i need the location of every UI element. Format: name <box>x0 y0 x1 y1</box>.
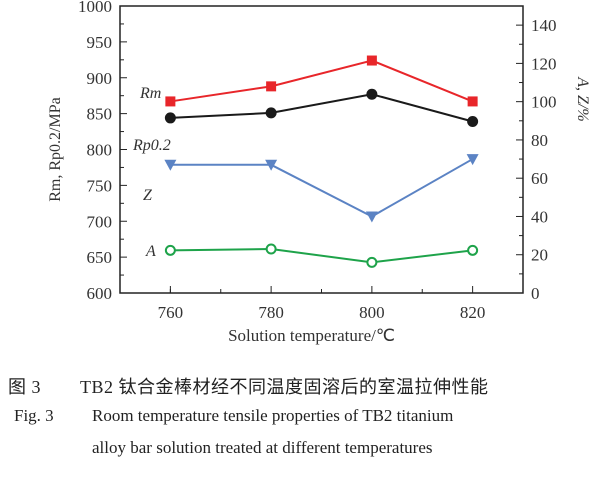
marker-circle <box>467 116 479 128</box>
marker-open-circle <box>467 244 479 256</box>
left-tick-label: 700 <box>87 212 113 231</box>
caption-english-line2: alloy bar solution treated at different … <box>92 438 433 457</box>
marker-square <box>165 96 176 107</box>
chart: 600 650 700 750 800 850 900 950 1000 0 20 40 60 80 100… <box>47 0 591 345</box>
marker-open-circle <box>366 256 378 268</box>
marker-triangle <box>365 211 378 223</box>
marker-triangle <box>265 159 278 171</box>
series-label-Z: Z <box>143 187 153 204</box>
caption-en-number: Fig. 3 <box>14 406 54 425</box>
right-tick-label: 140 <box>531 16 557 35</box>
left-tick-label: 800 <box>87 141 113 160</box>
series-line-Z <box>170 158 474 218</box>
left-tick-label: 900 <box>87 69 113 88</box>
x-axis-label: Solution temperature/℃ <box>228 326 395 345</box>
marker-open-circle <box>164 244 176 256</box>
left-tick-label: 850 <box>87 105 113 124</box>
right-tick-label: 120 <box>531 54 557 73</box>
series-line-A <box>170 247 473 264</box>
right-tick-label: 60 <box>531 169 548 188</box>
series-label-Rp0.2: Rp0.2 <box>132 137 171 154</box>
caption-chinese: 图 3 TB2 钛合金棒材经不同温度固溶后的室温拉伸性能 <box>8 373 603 399</box>
left-tick-label: 650 <box>87 248 113 267</box>
series-line-Rp0.2 <box>170 93 473 123</box>
marker-open-circle <box>265 243 277 255</box>
right-tick-label: 0 <box>531 284 540 303</box>
left-tick-label: 600 <box>87 284 113 303</box>
marker-circle <box>164 112 176 124</box>
left-axis-label: Rm, Rp0.2/MPa <box>47 97 64 201</box>
caption-en-line1: Room temperature tensile properties of T… <box>92 406 454 425</box>
caption-cn-number: 图 3 <box>8 377 41 397</box>
left-tick-label: 750 <box>87 176 113 195</box>
right-tick-label: 100 <box>531 93 557 112</box>
marker-square <box>266 81 277 92</box>
marker-circle <box>265 107 277 119</box>
x-tick-label: 760 <box>158 303 184 322</box>
series-label-Rm: Rm <box>139 85 161 102</box>
right-tick-label: 40 <box>531 207 548 226</box>
caption-english: Fig. 3 Room temperature tensile propertie… <box>14 406 603 426</box>
caption-cn-text: TB2 钛合金棒材经不同温度固溶后的室温拉伸性能 <box>80 377 489 397</box>
left-tick-label: 1000 <box>78 0 112 16</box>
x-tick-label: 780 <box>258 303 284 322</box>
right-tick-label: 20 <box>531 246 548 265</box>
marker-triangle <box>164 159 177 171</box>
marker-triangle <box>466 154 479 166</box>
right-axis-label: A, Z/% <box>574 76 591 121</box>
left-tick-label: 950 <box>87 33 113 52</box>
right-tick-label: 80 <box>531 131 548 150</box>
x-tick-label: 800 <box>359 303 385 322</box>
marker-circle <box>366 88 378 100</box>
x-tick-label: 820 <box>460 303 486 322</box>
marker-square <box>366 55 377 66</box>
series-line-Rm <box>170 59 474 103</box>
series-label-A: A <box>145 243 156 260</box>
marker-square <box>467 96 478 107</box>
